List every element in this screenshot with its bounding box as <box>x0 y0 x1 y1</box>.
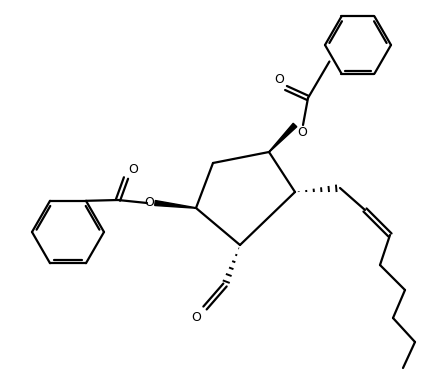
Polygon shape <box>155 201 196 208</box>
Text: O: O <box>128 163 138 176</box>
Polygon shape <box>269 123 297 152</box>
Text: O: O <box>144 196 154 209</box>
Text: O: O <box>191 311 201 324</box>
Text: O: O <box>274 73 284 86</box>
Text: O: O <box>297 126 307 139</box>
